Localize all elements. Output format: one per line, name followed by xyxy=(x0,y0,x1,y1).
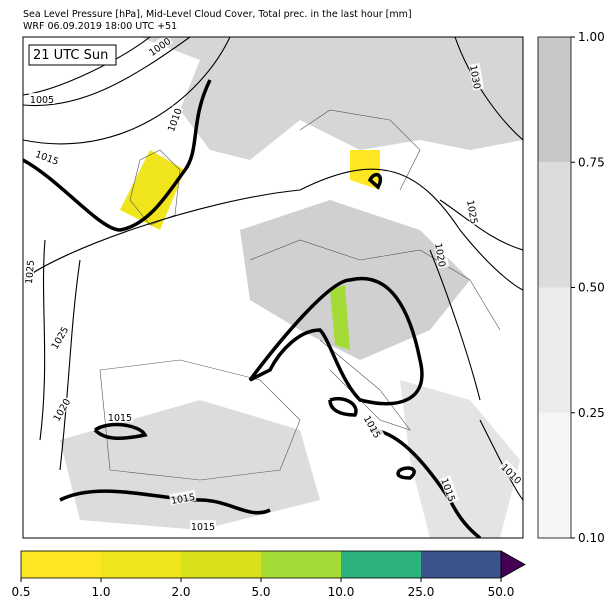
colorbar-segment xyxy=(261,551,341,578)
map-frame xyxy=(22,36,524,539)
colorbar-segment xyxy=(101,551,181,578)
colorbar-tick-label: 50.0 xyxy=(488,585,515,599)
colorbar-tick-label: 0.25 xyxy=(578,406,605,420)
isobar-label-bg xyxy=(107,411,133,422)
isobar-label-bg xyxy=(498,459,523,487)
isobar-label: 1025 xyxy=(24,260,37,285)
isobar-label-bg xyxy=(33,146,62,167)
colorbar-segment xyxy=(421,551,501,578)
isobar-label: 1030 xyxy=(467,64,482,90)
title-line2: WRF 06.09.2019 18:00 UTC +51 xyxy=(23,21,177,32)
colorbar-segment xyxy=(538,287,571,413)
isobar-label-bg xyxy=(190,520,216,531)
colorbar-segment xyxy=(538,37,571,163)
isobar-label-bg xyxy=(168,489,197,506)
isobar-label-bg xyxy=(433,240,450,269)
isobar-label: 1005 xyxy=(30,95,54,106)
isobar-label-bg xyxy=(468,62,485,91)
isobar-label-bg xyxy=(439,475,460,504)
colorbar-segment xyxy=(538,162,571,288)
colorbar-tick-label: 1.0 xyxy=(91,585,110,599)
colorbar-segment xyxy=(538,412,571,538)
cloud-colorbar: 0.10 0.25 0.50 0.75 1.00 xyxy=(537,30,605,545)
isobar-label: 1015 xyxy=(191,522,215,533)
colorbar-tick-label: 0.75 xyxy=(578,155,605,169)
colorbar-segment xyxy=(181,551,261,578)
colorbar-tick-label: 2.0 xyxy=(171,585,190,599)
isobar-label: 1020 xyxy=(432,242,447,268)
colorbar-segment xyxy=(341,551,421,578)
isobar-label-bg xyxy=(362,412,385,441)
colorbar-extend xyxy=(500,550,526,579)
isobar-label-bg xyxy=(23,258,36,286)
colorbar-tick-label: 5.0 xyxy=(251,585,270,599)
precip-colorbar: 0.5 1.0 2.0 5.0 10.0 25.0 50.0 xyxy=(11,550,526,599)
isobar-label-bg xyxy=(47,323,70,352)
isobar-label-bg xyxy=(49,395,72,424)
isobar-label-bg xyxy=(465,197,482,226)
colorbar-tick-label: 0.50 xyxy=(578,281,605,295)
isobar-label: 1015 xyxy=(108,413,132,424)
time-label: 21 UTC Sun xyxy=(33,48,108,63)
isobar-label-bg xyxy=(163,105,184,134)
colorbar-tick-label: 10.0 xyxy=(328,585,355,599)
isobar-label: 1015 xyxy=(170,492,196,507)
colorbar-tick-label: 0.10 xyxy=(578,531,605,545)
colorbar-segment xyxy=(21,551,101,578)
isobar-label: 1025 xyxy=(464,199,479,225)
isobar-label-bg xyxy=(29,93,55,104)
title-line1: Sea Level Pressure [hPa], Mid-Level Clou… xyxy=(23,9,412,20)
colorbar-tick-label: 25.0 xyxy=(408,585,435,599)
colorbar-tick-label: 1.00 xyxy=(578,30,605,44)
colorbar-tick-label: 0.5 xyxy=(11,585,30,599)
isobar-label-bg xyxy=(145,37,173,58)
